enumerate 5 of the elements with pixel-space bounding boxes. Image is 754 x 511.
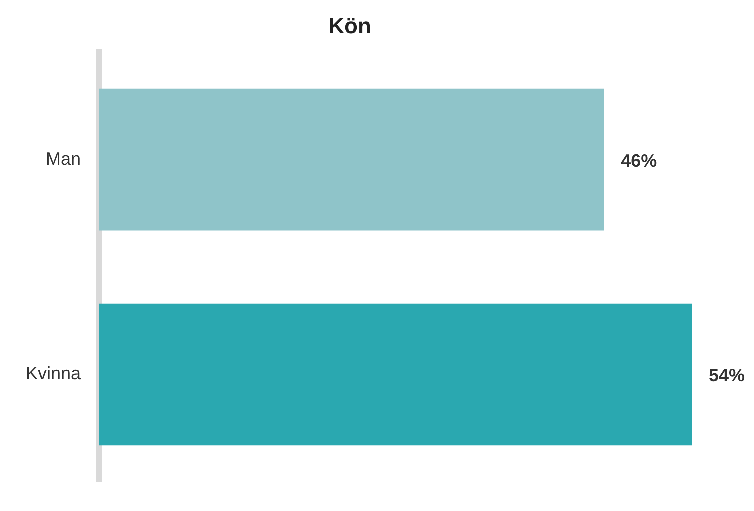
data-label: 54% [709, 366, 746, 386]
data-label: 46% [621, 150, 658, 171]
y-tick-label: Man [46, 148, 82, 169]
chart-title: Kön [328, 13, 372, 38]
y-tick-label: Kvinna [26, 364, 82, 384]
